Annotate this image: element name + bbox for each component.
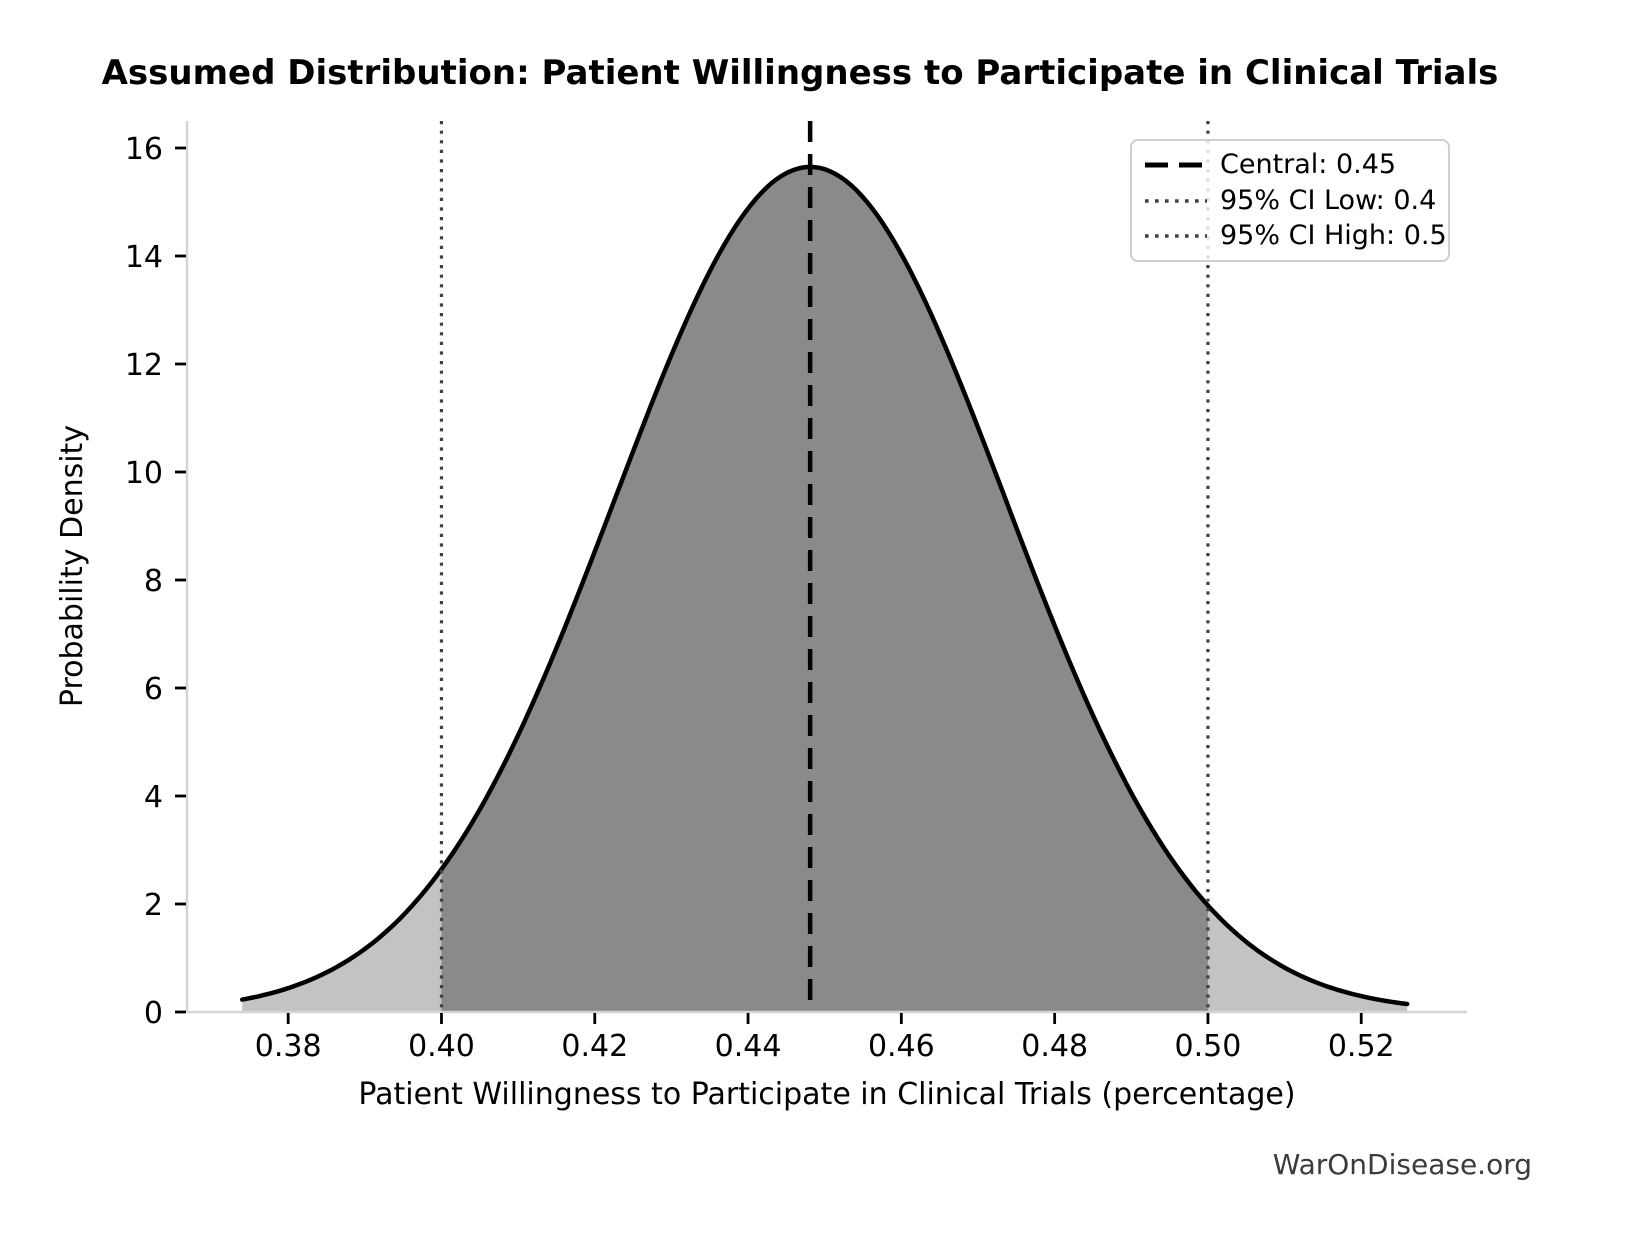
y-tick-label: 14: [125, 240, 163, 275]
x-tick-label: 0.44: [715, 1029, 782, 1064]
legend: Central: 0.45 95% CI Low: 0.4 95% CI Hig…: [1130, 139, 1450, 262]
tick-labels-layer: 0.38 0.40 0.42 0.44 0.46 0.48 0.50 0.52 0 2 4 6 8 10 1…: [125, 132, 1395, 1064]
legend-label-central: Central: 0.45: [1220, 149, 1397, 181]
dotted-line-icon: [1145, 233, 1207, 238]
y-tick-label: 8: [144, 564, 163, 599]
legend-item-ci-high: 95% CI High: 0.5: [1144, 221, 1447, 251]
y-tick-label: 6: [144, 672, 163, 707]
reference-lines-layer: [439, 121, 1210, 1012]
y-tick-label: 16: [125, 132, 163, 167]
y-tick-label: 10: [125, 456, 163, 491]
x-tick-label: 0.42: [561, 1029, 628, 1064]
axes-layer: [175, 121, 1467, 1024]
x-tick-label: 0.46: [868, 1029, 935, 1064]
legend-item-central: Central: 0.45: [1144, 150, 1438, 180]
y-tick-label: 12: [125, 348, 163, 383]
legend-label-ci-high: 95% CI High: 0.5: [1220, 219, 1447, 251]
chart-title: Assumed Distribution: Patient Willingnes…: [102, 53, 1499, 93]
x-tick-label: 0.38: [255, 1029, 322, 1064]
dotted-line-icon: [1145, 198, 1207, 203]
density-curve: [239, 164, 1410, 1007]
x-tick-label: 0.40: [408, 1029, 475, 1064]
legend-item-ci-low: 95% CI Low: 0.4: [1144, 184, 1438, 216]
y-tick-label: 0: [144, 996, 163, 1031]
dashed-line-icon: [1145, 162, 1207, 168]
y-tick-label: 2: [144, 888, 163, 923]
y-tick-label: 4: [144, 780, 163, 815]
density-fill-ci: [441, 166, 1208, 1012]
density-area-layer: [239, 164, 1410, 1012]
x-tick-label: 0.48: [1021, 1029, 1088, 1064]
x-tick-label: 0.50: [1175, 1029, 1242, 1064]
y-axis-label: Probability Density: [55, 425, 90, 707]
watermark: WarOnDisease.org: [1273, 1148, 1532, 1181]
legend-label-ci-low: 95% CI Low: 0.4: [1220, 184, 1437, 216]
x-axis-label: Patient Willingness to Participate in Cl…: [358, 1077, 1295, 1112]
x-tick-label: 0.52: [1328, 1029, 1395, 1064]
